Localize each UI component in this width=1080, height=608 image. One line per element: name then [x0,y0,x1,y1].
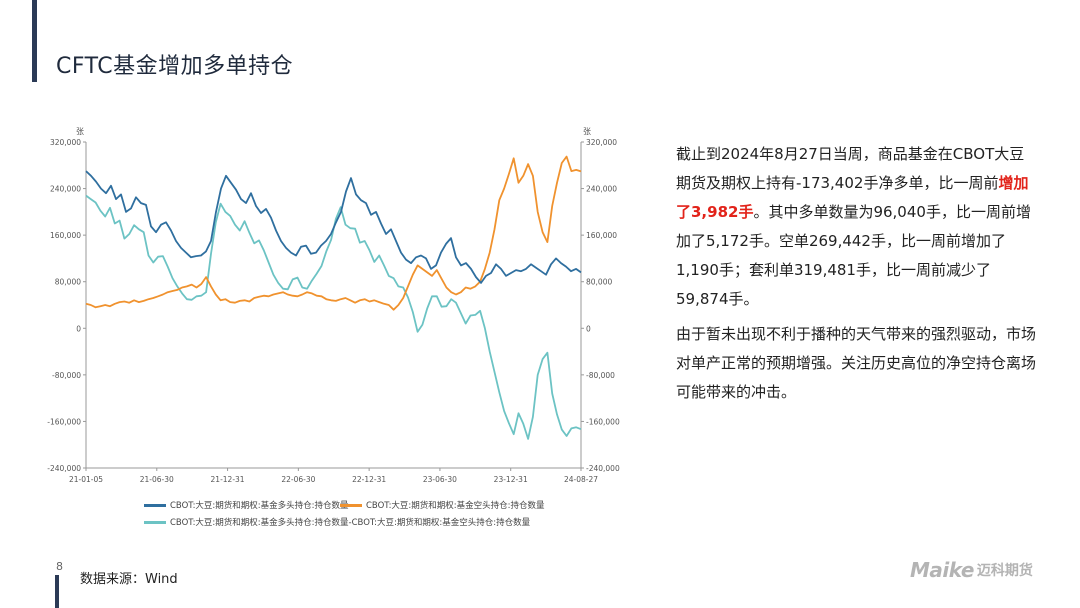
y-tick-label-left: 160,000 [50,231,81,240]
y-tick-label-right: 0 [586,324,591,333]
x-tick-label: 24-08-27 [564,475,598,484]
y-unit-right: 张 [583,127,591,136]
logo-cn: 迈科期货 [976,563,1033,579]
y-tick-label-right: 160,000 [586,231,617,240]
x-tick-label: 23-12-31 [494,475,528,484]
y-tick-label-right: -80,000 [586,371,615,380]
cftc-position-chart: 张 张 320,000 320,000 240,000 240,000 160,000 160… [40,118,620,528]
footer-accent-bar [55,575,59,608]
commentary-p1-part-b: 。其中多单数量为96,040手，比一周前增加了5,172手。空单269,442手… [676,203,1031,308]
legend-long-label: CBOT:大豆:期货和期权:基金多头持仓:持仓数量 [170,501,349,511]
legend-net-swatch [144,520,166,524]
y-tick-label-left: -160,000 [47,417,81,426]
series-line-net [85,194,582,440]
y-tick-label-left: -240,000 [47,464,81,473]
y-tick-label-left: 240,000 [50,185,81,194]
data-source: 数据来源：Wind [80,572,178,587]
legend-short-swatch [340,503,362,507]
legend-short-label: CBOT:大豆:期货和期权:基金空头持仓:持仓数量 [366,501,545,511]
y-tick-label-right: -240,000 [586,464,620,473]
y-tick-label-left: 320,000 [50,138,81,147]
logo-en: Maike [910,558,974,582]
legend-long-swatch [144,503,166,507]
x-tick-label: 21-01-05 [69,475,103,484]
y-tick-label-right: -160,000 [586,417,620,426]
commentary-paragraph-1: 截止到2024年8月27日当周，商品基金在CBOT大豆期货及期权上持有-173,… [676,140,1036,314]
y-tick-label-left: 80,000 [55,278,81,287]
y-tick-label-left: -80,000 [52,371,81,380]
x-tick-label: 22-06-30 [281,475,315,484]
x-tick-label: 21-12-31 [211,475,245,484]
series-line-short [85,155,582,311]
title-accent-bar [32,0,37,82]
y-tick-label-left: 0 [76,324,81,333]
y-tick-label-right: 240,000 [586,185,617,194]
page-number: 8 [56,560,63,573]
x-tick-label: 21-06-30 [140,475,174,484]
commentary: 截止到2024年8月27日当周，商品基金在CBOT大豆期货及期权上持有-173,… [676,140,1036,413]
legend-net: CBOT:大豆:期货和期权:基金多头持仓:持仓数量-CBOT:大豆:期货和期权:… [144,516,530,528]
company-logo: Maike 迈科期货 [910,558,1033,582]
commentary-highlight: 增加了3,982手 [676,174,1029,221]
commentary-paragraph-2: 由于暂未出现不利于播种的天气带来的强烈驱动，市场对单产正常的预期增强。关注历史高… [676,325,1037,401]
chart-svg: 张 张 320,000 320,000 240,000 240,000 160,000 160… [47,127,620,484]
legend-short: CBOT:大豆:期货和期权:基金空头持仓:持仓数量 [340,499,545,511]
x-tick-label: 23-06-30 [423,475,457,484]
y-tick-label-right: 80,000 [586,278,612,287]
page-title: CFTC基金增加多单持仓 [56,54,294,79]
commentary-p1-part-a: 截止到2024年8月27日当周，商品基金在CBOT大豆期货及期权上持有-173,… [676,145,1025,192]
x-tick-label: 22-12-31 [352,475,386,484]
legend-long: CBOT:大豆:期货和期权:基金多头持仓:持仓数量 [144,499,349,511]
y-unit-left: 张 [76,127,84,136]
y-tick-label-right: 320,000 [586,138,617,147]
series-line-long [85,170,582,284]
legend-net-label: CBOT:大豆:期货和期权:基金多头持仓:持仓数量-CBOT:大豆:期货和期权:… [170,518,531,528]
